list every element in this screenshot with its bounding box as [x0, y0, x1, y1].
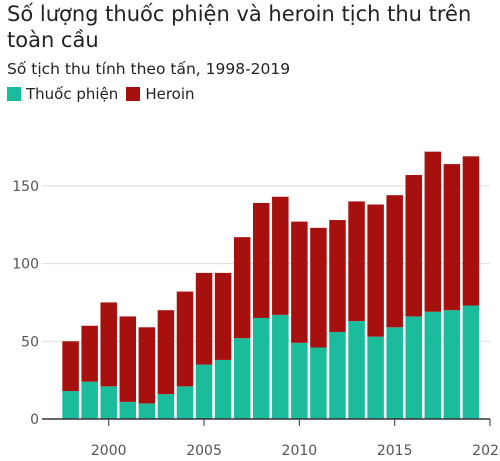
bar-opium-2005: [195, 364, 213, 419]
bar-opium-2009: [272, 314, 289, 419]
bar-heroin-2002: [138, 327, 156, 404]
bar-heroin-2006: [214, 272, 232, 360]
bar-opium-2000: [100, 386, 117, 419]
bar-opium-2014: [367, 336, 384, 419]
legend-item-heroin: Heroin: [126, 85, 195, 103]
legend-label-opium: Thuốc phiện: [26, 85, 119, 103]
x-tick-label-2010: 2010: [282, 443, 318, 459]
bar-opium-2019: [462, 305, 480, 419]
y-axis-ticks: 0 50 100 150: [12, 179, 39, 428]
bar-opium-2017: [424, 311, 442, 419]
legend-swatch-heroin: [126, 87, 141, 101]
bar-heroin-2015: [386, 195, 403, 328]
bar-heroin-2013: [348, 201, 365, 322]
x-axis-ticks: 2000 2005 2010 2015 2020: [91, 419, 500, 459]
legend-swatch-opium: [7, 87, 21, 101]
legend-label-heroin: Heroin: [145, 85, 195, 103]
chart-title: Số lượng thuốc phiện và heroin tịch thu …: [7, 2, 472, 52]
bar-opium-2004: [176, 386, 194, 419]
bar-heroin-2016: [405, 174, 422, 317]
bar-heroin-2009: [272, 196, 289, 315]
bars: [62, 151, 480, 419]
x-tick-label-2015: 2015: [377, 443, 413, 459]
bar-opium-1998: [62, 391, 79, 419]
bar-opium-2013: [348, 321, 365, 419]
bar-opium-2006: [214, 359, 232, 419]
bar-opium-2008: [252, 317, 270, 419]
bar-heroin-2003: [157, 310, 175, 395]
y-tick-label-150: 150: [12, 179, 39, 195]
y-tick-label-0: 0: [30, 412, 39, 428]
bar-heroin-2018: [443, 164, 461, 311]
bar-opium-2016: [405, 316, 422, 419]
bar-heroin-2004: [176, 291, 194, 387]
bar-heroin-2017: [424, 151, 442, 312]
bar-heroin-1998: [62, 341, 79, 392]
bar-heroin-2005: [195, 272, 213, 365]
y-tick-label-50: 50: [21, 334, 39, 350]
bar-opium-2015: [386, 327, 403, 419]
bar-opium-2002: [138, 403, 156, 419]
legend: Thuốc phiện Heroin: [7, 84, 203, 104]
bar-heroin-2012: [329, 220, 346, 332]
bar-heroin-1999: [81, 325, 98, 382]
bar-opium-2003: [157, 394, 175, 419]
bar-opium-2011: [310, 347, 327, 419]
bar-heroin-2011: [310, 227, 327, 348]
bar-opium-2001: [119, 401, 137, 419]
bar-opium-2012: [329, 331, 346, 419]
y-tick-label-100: 100: [12, 257, 39, 273]
bar-heroin-2008: [252, 202, 270, 318]
bar-heroin-2019: [462, 156, 480, 306]
x-tick-label-2020: 2020: [472, 443, 500, 459]
bar-opium-2018: [443, 310, 461, 419]
bar-heroin-2010: [291, 221, 308, 343]
bar-opium-1999: [81, 381, 98, 419]
bar-heroin-2001: [119, 316, 137, 402]
legend-item-opium: Thuốc phiện: [7, 85, 118, 103]
x-tick-label-2000: 2000: [91, 443, 127, 459]
bar-heroin-2007: [233, 237, 251, 339]
bar-opium-2010: [291, 342, 308, 419]
x-tick-label-2005: 2005: [186, 443, 222, 459]
chart-subtitle: Số tịch thu tính theo tấn, 1998-2019: [7, 60, 291, 78]
bar-opium-2007: [233, 338, 251, 419]
bar-heroin-2014: [367, 204, 384, 337]
bar-heroin-2000: [100, 302, 117, 387]
